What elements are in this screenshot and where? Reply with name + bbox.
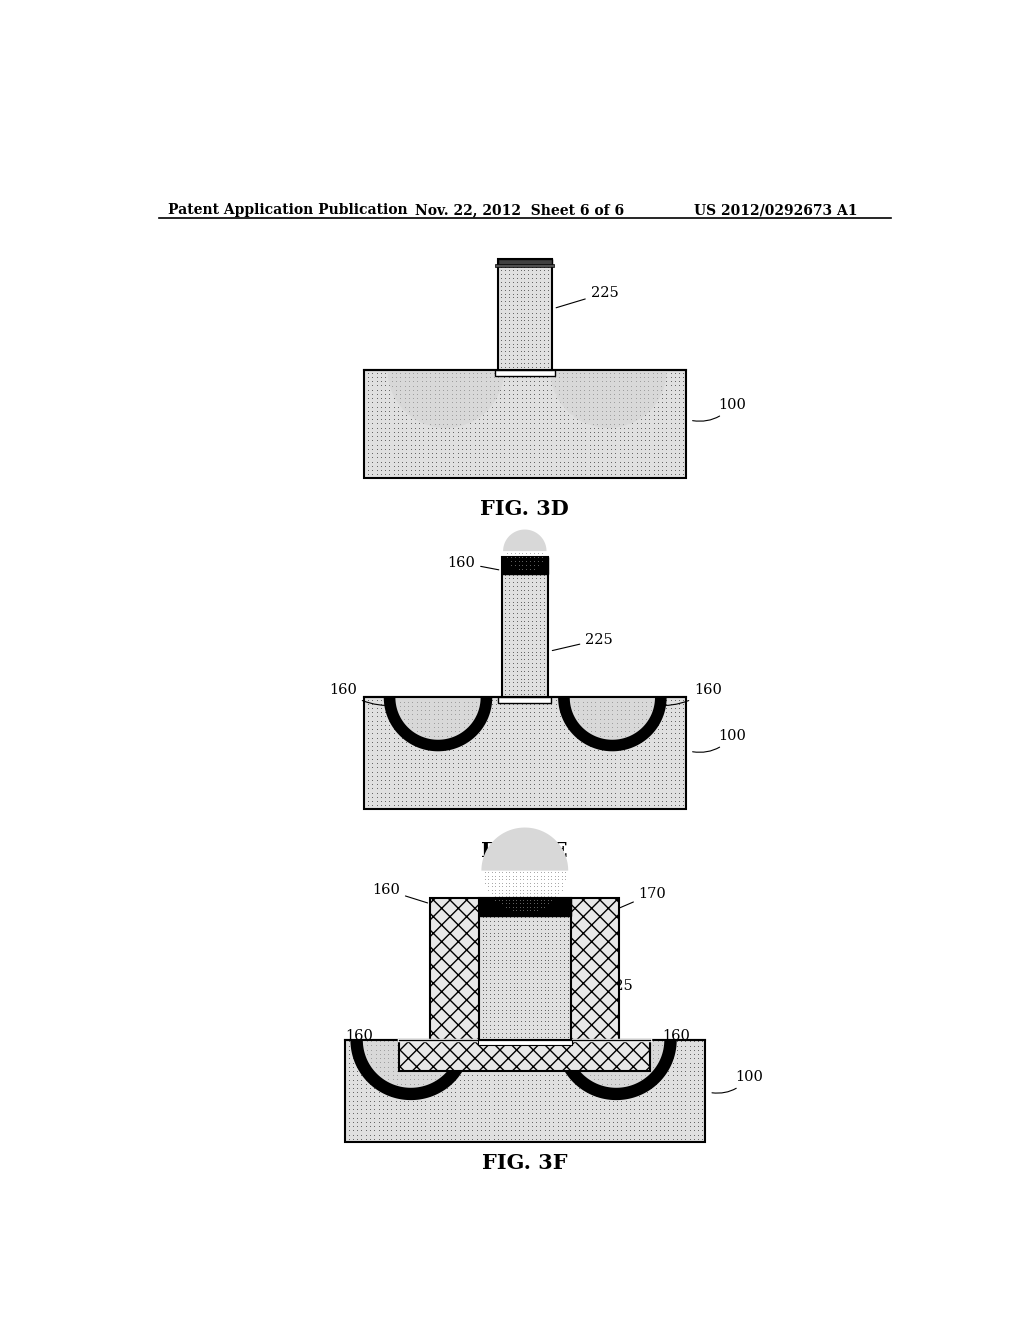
Bar	[502, 557, 548, 574]
Text: Nov. 22, 2012  Sheet 6 of 6: Nov. 22, 2012 Sheet 6 of 6	[415, 203, 624, 216]
Polygon shape	[558, 697, 667, 751]
Bar	[498, 259, 552, 264]
Text: 160: 160	[447, 556, 499, 570]
Text: 100: 100	[692, 397, 746, 421]
Text: FIG. 3E: FIG. 3E	[481, 841, 568, 862]
Text: 160: 160	[372, 883, 428, 903]
Polygon shape	[550, 370, 667, 428]
Bar	[502, 557, 548, 697]
Bar	[477, 1040, 572, 1044]
Text: FIG. 3F: FIG. 3F	[482, 1154, 567, 1173]
Text: 160: 160	[655, 682, 722, 706]
Bar	[496, 264, 554, 267]
Bar	[499, 697, 551, 702]
Text: FIG. 3D: FIG. 3D	[480, 499, 569, 519]
Polygon shape	[350, 1040, 471, 1100]
Polygon shape	[384, 697, 493, 751]
Polygon shape	[568, 1040, 665, 1088]
Text: 225: 225	[556, 286, 618, 308]
Text: 160: 160	[330, 682, 395, 706]
Polygon shape	[481, 828, 568, 871]
Polygon shape	[503, 529, 547, 552]
Text: 100: 100	[692, 729, 746, 752]
Bar	[479, 898, 570, 916]
Bar	[479, 898, 570, 1040]
Bar	[498, 259, 552, 370]
Text: 160: 160	[638, 1030, 690, 1055]
Polygon shape	[362, 1040, 459, 1088]
Polygon shape	[556, 1040, 677, 1100]
Polygon shape	[569, 697, 655, 739]
Text: Patent Application Publication: Patent Application Publication	[168, 203, 408, 216]
Text: 160: 160	[345, 1030, 412, 1056]
Bar	[430, 898, 620, 1040]
Bar	[345, 1040, 706, 1143]
Text: 225: 225	[574, 979, 633, 997]
Text: 170: 170	[610, 887, 667, 912]
Bar	[365, 370, 686, 478]
Bar	[495, 370, 555, 376]
Polygon shape	[395, 697, 480, 739]
Polygon shape	[388, 370, 504, 428]
Text: 100: 100	[712, 1071, 763, 1093]
Bar	[399, 1040, 650, 1071]
Text: US 2012/0292673 A1: US 2012/0292673 A1	[693, 203, 857, 216]
Text: 225: 225	[552, 632, 613, 651]
Bar	[365, 697, 686, 809]
